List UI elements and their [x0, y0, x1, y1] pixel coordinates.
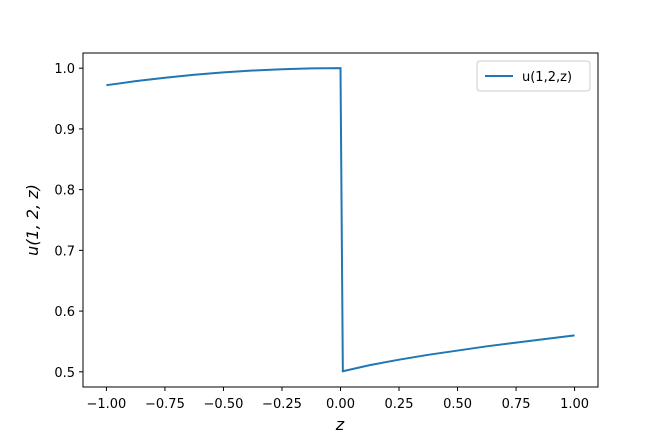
y-axis-label: u(1, 2, z) — [23, 184, 42, 256]
plot-frame — [82, 52, 599, 388]
x-tick-label: −1.00 — [86, 397, 126, 412]
legend-box — [476, 60, 591, 92]
x-tick-label: 1.00 — [560, 397, 589, 412]
line — [106, 67, 575, 373]
x-tick-label: −0.50 — [204, 397, 244, 412]
x-tick-label: −0.25 — [262, 397, 302, 412]
y-tick-label: 0.5 — [54, 366, 75, 381]
y-tick-label: 0.8 — [54, 184, 75, 199]
x-tick-label: 0.00 — [326, 397, 355, 412]
y-tick-label: 1.0 — [54, 62, 75, 77]
x-tick-label: 0.50 — [443, 397, 472, 412]
legend-label: u(1,2,z) — [522, 70, 572, 85]
y-tick-label: 0.7 — [54, 244, 75, 259]
x-tick-label: 0.25 — [385, 397, 414, 412]
x-tick-label: −0.75 — [145, 397, 185, 412]
x-tick-label: 0.75 — [502, 397, 531, 412]
y-tick-label: 0.9 — [54, 123, 75, 138]
x-axis-label: z — [335, 415, 345, 434]
y-tick-label: 0.6 — [54, 305, 75, 320]
